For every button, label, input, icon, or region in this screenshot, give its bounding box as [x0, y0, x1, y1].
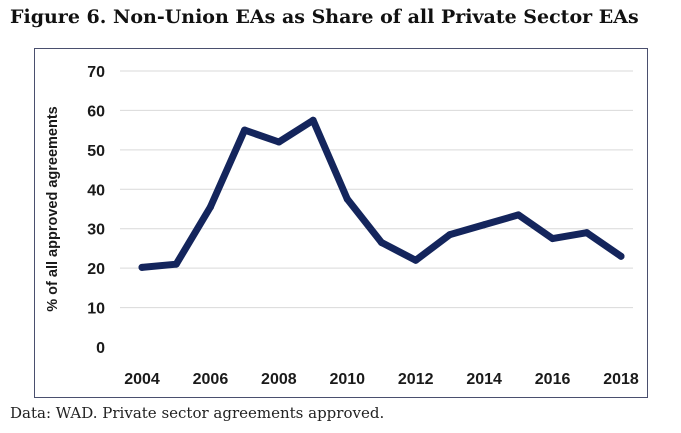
- x-tick-label: 2010: [329, 371, 365, 388]
- data-point: [343, 195, 351, 203]
- x-axis-ticks: 2004 2006 2008 2010 2012 2014 2016 2018: [124, 371, 639, 388]
- data-point: [275, 138, 283, 146]
- y-tick-label: 50: [87, 143, 105, 160]
- data-point: [412, 256, 420, 264]
- data-point: [549, 235, 557, 243]
- gridlines: [120, 70, 633, 309]
- y-tick-label: 40: [87, 182, 105, 199]
- series-layer: [138, 116, 625, 271]
- data-point: [446, 231, 454, 239]
- source-note: Data: WAD. Private sector agreements app…: [10, 404, 385, 422]
- x-tick-label: 2018: [603, 371, 639, 388]
- y-tick-label: 0: [96, 340, 105, 357]
- y-tick-label: 60: [87, 103, 105, 120]
- figure-title: Figure 6. Non-Union EAs as Share of all …: [10, 6, 639, 28]
- x-tick-label: 2006: [193, 371, 229, 388]
- chart-frame: 0 10 20 30 40 50 60 70 2004 2006 2008 2010 2012 2014…: [34, 48, 648, 398]
- x-tick-label: 2016: [535, 371, 571, 388]
- data-point: [378, 239, 385, 247]
- data-point: [514, 211, 522, 219]
- data-point: [172, 260, 180, 268]
- y-tick-label: 20: [87, 261, 105, 278]
- data-point: [138, 263, 146, 271]
- data-point: [206, 203, 214, 211]
- data-point: [309, 116, 317, 124]
- x-tick-label: 2014: [466, 371, 502, 388]
- data-point: [480, 221, 488, 229]
- x-tick-label: 2004: [124, 371, 160, 388]
- y-tick-label: 30: [87, 222, 105, 239]
- data-point: [583, 229, 591, 237]
- y-axis-ticks: 0 10 20 30 40 50 60 70: [87, 64, 105, 357]
- y-tick-label: 10: [87, 301, 105, 318]
- data-point: [617, 252, 625, 260]
- data-point: [241, 126, 249, 134]
- y-axis-title: % of all approved agreements: [45, 106, 61, 311]
- x-tick-label: 2008: [261, 371, 297, 388]
- x-tick-label: 2012: [398, 371, 434, 388]
- line-chart: 0 10 20 30 40 50 60 70 2004 2006 2008 2010 2012 2014…: [45, 64, 639, 388]
- y-tick-label: 70: [87, 64, 105, 81]
